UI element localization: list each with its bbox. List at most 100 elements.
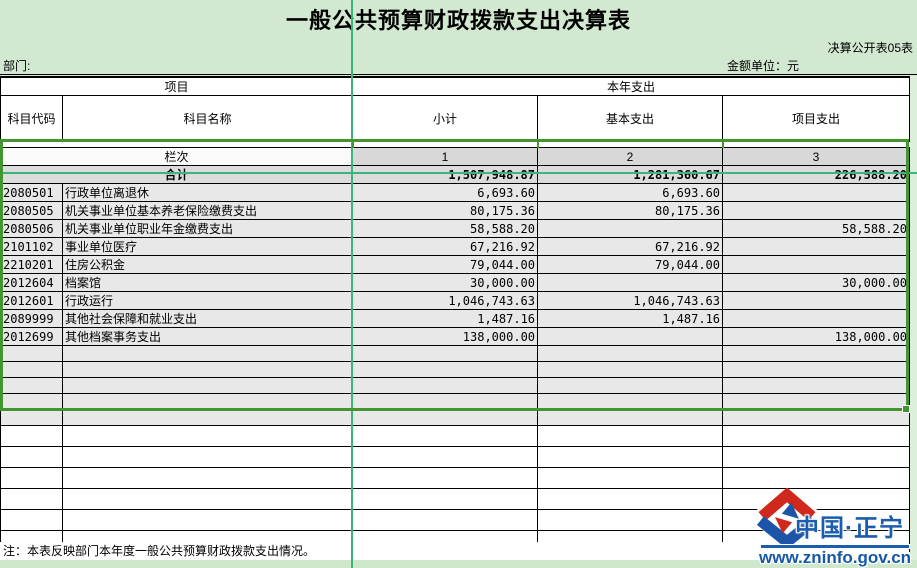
cell-basic[interactable]: 1,487.16 — [537, 309, 724, 328]
cell-project[interactable] — [722, 309, 911, 328]
cell-name[interactable]: 其他社会保障和就业支出 — [61, 309, 354, 328]
empty-cell[interactable] — [537, 409, 724, 426]
empty-cell[interactable] — [537, 345, 724, 362]
cell-project[interactable] — [722, 255, 911, 274]
empty-cell[interactable] — [537, 488, 724, 510]
cell-basic[interactable] — [537, 273, 724, 292]
empty-cell[interactable] — [0, 361, 63, 378]
empty-cell[interactable] — [0, 488, 63, 510]
empty-cell[interactable] — [61, 467, 354, 489]
watermark-url[interactable]: www.zninfo.gov.cn — [759, 548, 912, 567]
empty-cell[interactable] — [352, 488, 539, 510]
cell-project[interactable] — [722, 201, 911, 220]
cell-code[interactable]: 2101102 — [0, 237, 63, 256]
cell-code[interactable]: 2012601 — [0, 291, 63, 310]
empty-cell[interactable] — [352, 409, 539, 426]
empty-cell[interactable] — [61, 488, 354, 510]
empty-cell[interactable] — [0, 345, 63, 362]
total-project-cell[interactable]: 226,588.20 — [722, 165, 911, 184]
cell-basic[interactable]: 6,693.60 — [537, 183, 724, 202]
cell-project[interactable]: 58,588.20 — [722, 219, 911, 238]
cell-basic[interactable]: 79,044.00 — [537, 255, 724, 274]
empty-cell[interactable] — [722, 425, 911, 447]
lanci-label-cell[interactable]: 栏次 — [0, 147, 354, 166]
empty-cell[interactable] — [61, 361, 354, 378]
empty-cell[interactable] — [0, 409, 63, 426]
cell-name[interactable]: 住房公积金 — [61, 255, 354, 274]
cell-code[interactable]: 2080501 — [0, 183, 63, 202]
cell-name[interactable]: 机关事业单位职业年金缴费支出 — [61, 219, 354, 238]
empty-cell[interactable] — [61, 409, 354, 426]
cell-basic[interactable]: 1,046,743.63 — [537, 291, 724, 310]
cell-code[interactable]: 2089999 — [0, 309, 63, 328]
empty-cell[interactable] — [61, 377, 354, 394]
empty-cell[interactable] — [722, 446, 911, 468]
empty-cell[interactable] — [722, 377, 911, 394]
cell-code[interactable]: 2012699 — [0, 327, 63, 346]
empty-cell[interactable] — [722, 345, 911, 362]
empty-cell[interactable] — [61, 446, 354, 468]
empty-cell[interactable] — [537, 377, 724, 394]
selection-fill-handle[interactable] — [902, 405, 910, 413]
cell-name[interactable]: 行政运行 — [61, 291, 354, 310]
column-index-1[interactable]: 1 — [352, 147, 539, 166]
total-subtotal-cell[interactable]: 1,507,948.87 — [352, 165, 539, 184]
empty-cell[interactable] — [352, 393, 539, 410]
header-subtotal[interactable]: 小计 — [352, 95, 539, 142]
empty-cell[interactable] — [0, 509, 63, 531]
cell-project[interactable] — [722, 237, 911, 256]
cell-basic[interactable] — [537, 219, 724, 238]
cell-code[interactable]: 2080506 — [0, 219, 63, 238]
total-basic-cell[interactable]: 1,281,360.67 — [537, 165, 724, 184]
cell-subtotal[interactable]: 30,000.00 — [352, 273, 539, 292]
column-index-3[interactable]: 3 — [722, 147, 911, 166]
empty-cell[interactable] — [0, 446, 63, 468]
cell-code[interactable]: 2012604 — [0, 273, 63, 292]
cell-subtotal[interactable]: 1,046,743.63 — [352, 291, 539, 310]
cell-project[interactable] — [722, 183, 911, 202]
column-index-2[interactable]: 2 — [537, 147, 724, 166]
cell-code[interactable]: 2080505 — [0, 201, 63, 220]
empty-cell[interactable] — [537, 509, 724, 531]
empty-cell[interactable] — [61, 509, 354, 531]
cell-name[interactable]: 其他档案事务支出 — [61, 327, 354, 346]
empty-cell[interactable] — [61, 425, 354, 447]
empty-cell[interactable] — [537, 467, 724, 489]
empty-cell[interactable] — [352, 509, 539, 531]
cell-name[interactable]: 档案馆 — [61, 273, 354, 292]
cell-name[interactable]: 机关事业单位基本养老保险缴费支出 — [61, 201, 354, 220]
empty-cell[interactable] — [0, 467, 63, 489]
empty-cell[interactable] — [722, 361, 911, 378]
header-year-expense-group[interactable]: 本年支出 — [352, 76, 911, 96]
cell-project[interactable] — [722, 291, 911, 310]
cell-subtotal[interactable]: 79,044.00 — [352, 255, 539, 274]
cell-basic[interactable]: 80,175.36 — [537, 201, 724, 220]
cell-project[interactable]: 30,000.00 — [722, 273, 911, 292]
header-basic-expense[interactable]: 基本支出 — [537, 95, 724, 142]
cell-basic[interactable]: 67,216.92 — [537, 237, 724, 256]
cell-project[interactable]: 138,000.00 — [722, 327, 911, 346]
cell-subtotal[interactable]: 80,175.36 — [352, 201, 539, 220]
cell-subtotal[interactable]: 1,487.16 — [352, 309, 539, 328]
empty-cell[interactable] — [537, 393, 724, 410]
empty-cell[interactable] — [352, 446, 539, 468]
empty-cell[interactable] — [352, 345, 539, 362]
empty-cell[interactable] — [0, 393, 63, 410]
cell-name[interactable]: 事业单位医疗 — [61, 237, 354, 256]
cell-subtotal[interactable]: 67,216.92 — [352, 237, 539, 256]
empty-cell[interactable] — [0, 377, 63, 394]
empty-cell[interactable] — [537, 425, 724, 447]
header-subject-name[interactable]: 科目名称 — [61, 95, 354, 142]
header-project-group[interactable]: 项目 — [0, 76, 354, 96]
empty-cell[interactable] — [0, 425, 63, 447]
empty-cell[interactable] — [537, 446, 724, 468]
empty-cell[interactable] — [537, 361, 724, 378]
cell-code[interactable]: 2210201 — [0, 255, 63, 274]
cell-subtotal[interactable]: 58,588.20 — [352, 219, 539, 238]
empty-cell[interactable] — [352, 361, 539, 378]
cell-basic[interactable] — [537, 327, 724, 346]
empty-cell[interactable] — [352, 377, 539, 394]
empty-cell[interactable] — [61, 345, 354, 362]
header-subject-code[interactable]: 科目代码 — [0, 95, 63, 142]
empty-cell[interactable] — [722, 393, 911, 410]
